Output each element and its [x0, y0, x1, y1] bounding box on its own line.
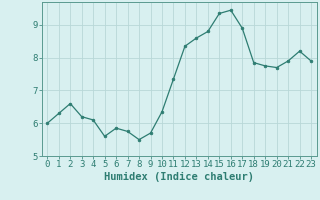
- X-axis label: Humidex (Indice chaleur): Humidex (Indice chaleur): [104, 172, 254, 182]
